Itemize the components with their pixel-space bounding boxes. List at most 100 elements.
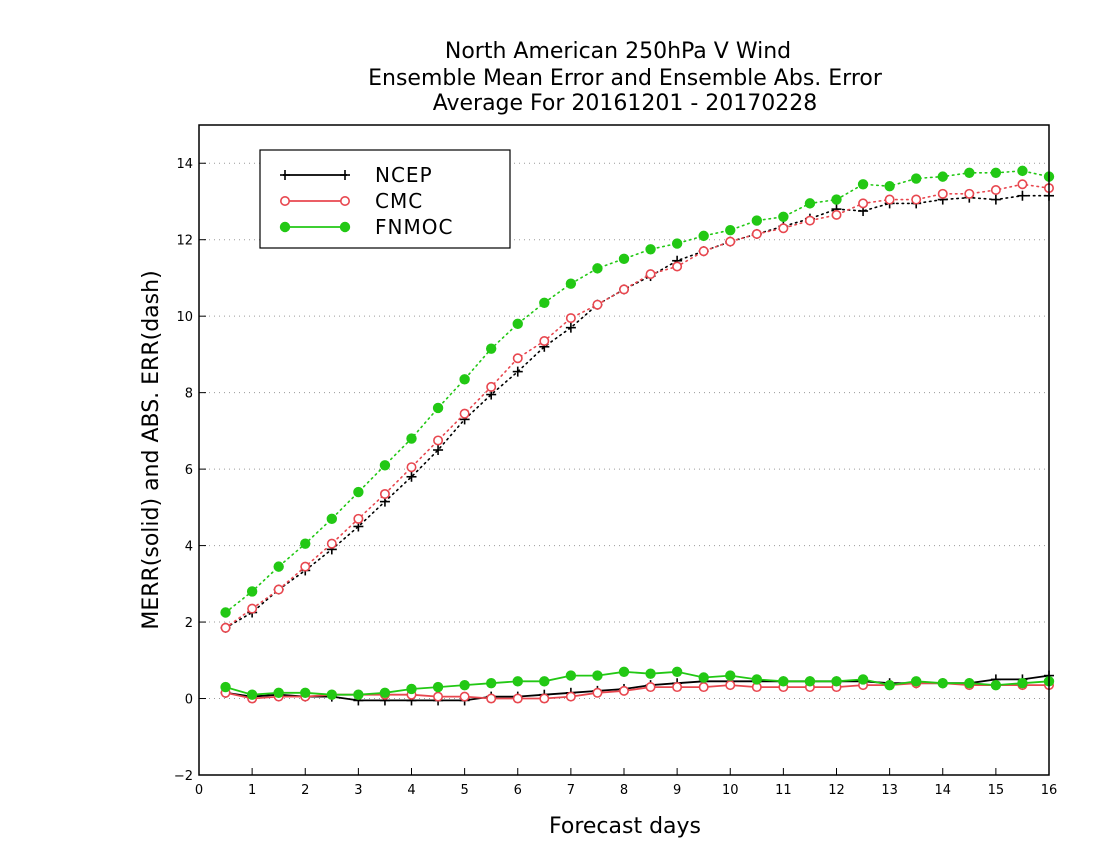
series-ncep-abs-error-point (990, 194, 1001, 205)
x-tick-label: 4 (407, 783, 415, 798)
series-fnmoc-abs-error-point (1017, 165, 1028, 177)
x-tick-label: 7 (567, 783, 575, 798)
x-tick-label: 14 (934, 783, 951, 798)
legend-label-fnmoc: FNMOC (375, 215, 453, 239)
series-fnmoc-abs-error-point (353, 486, 364, 498)
series-fnmoc-abs-error-point (857, 179, 869, 190)
series-ncep-abs-error-point (565, 322, 576, 333)
series-fnmoc-abs-error-point (751, 215, 763, 226)
series-cmc-abs-error-point (778, 223, 789, 234)
chart-title-line-3: Average For 20161201 - 20170228 (433, 91, 818, 116)
series-fnmoc-abs-error-point (698, 230, 709, 242)
series-ncep-abs-error-point (433, 445, 444, 455)
series-fnmoc-abs-error-point (990, 167, 1002, 178)
series-fnmoc-mean-error-point (964, 678, 975, 689)
series-fnmoc-mean-error-point (804, 676, 816, 687)
series-fnmoc-abs-error-point (485, 343, 497, 354)
series-cmc-abs-error-point (539, 336, 550, 347)
series-cmc-abs-error-point (406, 462, 417, 473)
series-cmc-mean-error-point (512, 693, 523, 704)
series-cmc-abs-error-point (964, 188, 975, 199)
series-fnmoc-abs-error-point (778, 211, 789, 222)
series-cmc-abs-error-point (858, 198, 869, 209)
series-cmc-abs-error-point (565, 313, 576, 324)
series-fnmoc-abs-error-point (645, 244, 656, 255)
series-cmc-abs-error-point (300, 561, 311, 572)
x-tick-label: 5 (460, 783, 468, 798)
series-cmc-mean-error-point (618, 685, 629, 696)
series-fnmoc-mean-error-point (273, 687, 284, 698)
legend-marker-ncep-right (340, 170, 350, 180)
series-fnmoc-mean-error-point (539, 676, 550, 687)
x-tick-label: 12 (828, 783, 845, 798)
series-fnmoc-abs-error-point (220, 607, 231, 618)
series-fnmoc-mean-error-point (485, 678, 497, 689)
legend-label-ncep: NCEP (375, 163, 433, 187)
legend-box (259, 149, 511, 249)
series-fnmoc-abs-error-point (432, 402, 444, 414)
legend-marker-ncep-left (280, 170, 290, 180)
series-cmc-abs-error-point (698, 246, 709, 257)
x-tick-label: 2 (301, 783, 309, 798)
series-fnmoc-abs-error-point (618, 253, 630, 265)
legend-marker-fnmoc-left (279, 221, 291, 233)
series-cmc-abs-error-point (672, 261, 683, 272)
series-cmc-abs-error-point (592, 299, 603, 310)
series-fnmoc-abs-error-point (910, 173, 922, 184)
x-tick-label: 11 (775, 783, 792, 798)
series-ncep-abs-error-point (512, 366, 523, 377)
x-tick-label: 15 (988, 783, 1005, 798)
series-ncep-abs-error-point (406, 471, 417, 482)
series-fnmoc-abs-error-point (300, 538, 311, 549)
series-cmc-abs-error-point (273, 584, 284, 595)
series-fnmoc-mean-error-point (937, 678, 948, 689)
series-fnmoc-mean-error-point (645, 668, 656, 679)
series-fnmoc-mean-error-point (884, 679, 895, 691)
y-tick-label: −2 (174, 769, 193, 784)
series-cmc-abs-error-point (645, 269, 656, 280)
series-cmc-mean-error-point (725, 680, 736, 691)
series-fnmoc-abs-error-point (964, 167, 975, 178)
series-fnmoc-mean-error-point (618, 666, 630, 677)
y-tick-label: 6 (185, 463, 193, 478)
series-fnmoc-abs-error-line (224, 170, 1050, 614)
series-cmc-abs-error-point (618, 284, 629, 295)
x-tick-label: 10 (722, 783, 739, 798)
series-fnmoc-abs-error-point (459, 374, 470, 385)
y-tick-label: 10 (176, 310, 193, 325)
y-tick-label: 4 (185, 540, 193, 555)
series-fnmoc-mean-error-point (1017, 678, 1028, 689)
series-fnmoc-mean-error-point (725, 670, 736, 681)
y-tick-label: 8 (185, 387, 193, 402)
y-tick-label: 0 (185, 693, 193, 708)
series-cmc-abs-error-point (247, 603, 258, 614)
x-tick-label: 13 (881, 783, 898, 798)
series-fnmoc-mean-error-point (565, 670, 577, 681)
series-fnmoc-abs-error-point (592, 263, 603, 274)
series-fnmoc-mean-error-point (220, 681, 231, 693)
x-tick-label: 0 (195, 783, 203, 798)
series-fnmoc-mean-error-point (698, 672, 709, 683)
series-cmc-abs-error-point (326, 538, 337, 549)
series-fnmoc-mean-error-point (671, 666, 683, 677)
y-tick-label: 14 (176, 157, 193, 172)
x-tick-label: 16 (1041, 783, 1058, 798)
series-fnmoc-mean-error-point (831, 676, 842, 687)
chart-title-line-2: Ensemble Mean Error and Ensemble Abs. Er… (368, 66, 883, 91)
series-cmc-abs-error-point (433, 435, 444, 446)
series-cmc-abs-error-point (990, 185, 1001, 196)
series-fnmoc-mean-error-point (432, 681, 444, 693)
series-fnmoc-mean-error-point (990, 679, 1002, 691)
series-cmc-mean-error-point (459, 691, 470, 702)
x-tick-label: 3 (354, 783, 362, 798)
series-cmc-abs-error-point (379, 488, 390, 499)
legend: NCEP CMC FNMOC (259, 149, 511, 249)
legend-swatches (279, 170, 351, 233)
series-cmc-mean-error-point (698, 682, 709, 693)
series-fnmoc-mean-error-point (778, 676, 789, 687)
series-fnmoc-abs-error-point (884, 180, 895, 192)
series-cmc-abs-error-point (353, 513, 364, 524)
